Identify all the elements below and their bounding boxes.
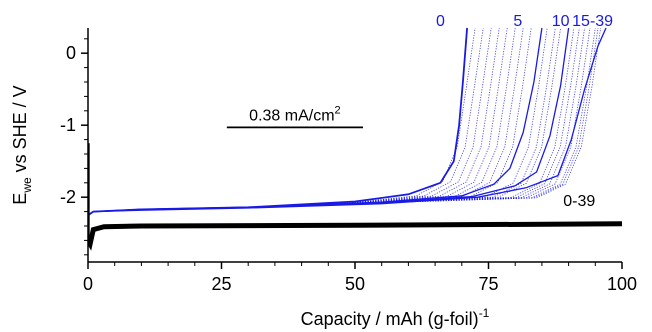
- series-line-0-39: [88, 221, 623, 251]
- x-tick-label: 75: [478, 274, 498, 294]
- y-tick-label: -2: [60, 187, 76, 207]
- x-tick-label: 50: [345, 274, 365, 294]
- y-tick-label: -1: [60, 115, 76, 135]
- x-tick-label: 25: [211, 274, 231, 294]
- x-tick-label: 0: [83, 274, 93, 294]
- x-tick-label: 100: [607, 274, 637, 294]
- series-curve-intermediate: [88, 27, 601, 216]
- series-label-0: 0: [436, 13, 445, 30]
- series-label-5: 5: [513, 13, 522, 30]
- series-label-0-39: 0-39: [563, 193, 595, 210]
- series-curve-intermediate: [88, 27, 591, 216]
- series-curve-intermediate: [88, 27, 599, 216]
- series-curve-intermediate: [88, 27, 524, 216]
- series-label-15-39: 15-39: [572, 13, 613, 30]
- y-axis-title: Ewe vs SHE / V: [10, 85, 34, 204]
- x-axis-title: Capacity / mAh (g-foil)-1: [301, 306, 490, 329]
- series-curve-intermediate: [88, 27, 508, 216]
- scale-bar-label: 0.38 mA/cm2: [249, 104, 340, 124]
- series-curve-intermediate: [88, 27, 476, 216]
- plot-area: [88, 27, 623, 251]
- series-line-15-39: [88, 27, 607, 216]
- series-label-10: 10: [552, 13, 570, 30]
- y-tick-label: 0: [66, 43, 76, 63]
- axes: [81, 28, 623, 269]
